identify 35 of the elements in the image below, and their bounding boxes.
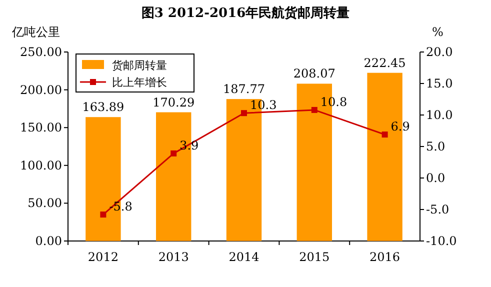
y2-tick-label: -5.0 [426,202,450,216]
y2-tick-label: 10.0 [426,108,453,122]
y-tick-label: 50.00 [28,196,62,210]
x-tick-label: 2016 [370,250,400,264]
y-tick-label: 150.00 [20,120,62,135]
point [311,106,318,113]
data-label: 208.07 [293,66,336,81]
y-tick-label: 100.00 [20,158,62,172]
data-label: 163.89 [82,100,124,114]
x-tick-label: 2012 [88,250,118,264]
y-tick-label: 200.00 [20,82,62,97]
point [241,110,247,116]
point [170,150,177,156]
y-tick-label: 0.00 [35,234,62,248]
y2-tick-label: 20.0 [426,45,453,59]
point [382,132,388,138]
data-label: -5.8 [109,200,132,214]
x-tick-label: 2014 [228,250,260,264]
data-label: 3.9 [180,138,199,152]
legend-label: 货邮周转量 [112,59,167,72]
y2-tick-label: -10.0 [426,234,457,248]
data-label: 222.45 [364,56,406,70]
data-label: 187.77 [223,82,265,96]
y-axis-title: 亿吨公里 [11,25,60,39]
y2-tick-label: 5.0 [426,140,446,154]
legend-label: 比上年增长 [112,76,167,89]
y2-tick-label: 15.0 [426,76,453,90]
x-tick-label: 2013 [158,250,189,264]
chart-title: 图3 2012-2016年民航货邮周转量 [141,5,350,21]
x-tick-label: 2015 [299,250,330,264]
data-label: 170.29 [152,95,195,110]
point [100,212,106,218]
y2-tick-label: 0.0 [426,171,446,185]
y-tick-label: 250.00 [20,45,62,59]
y2-axis-title: % [432,25,444,39]
